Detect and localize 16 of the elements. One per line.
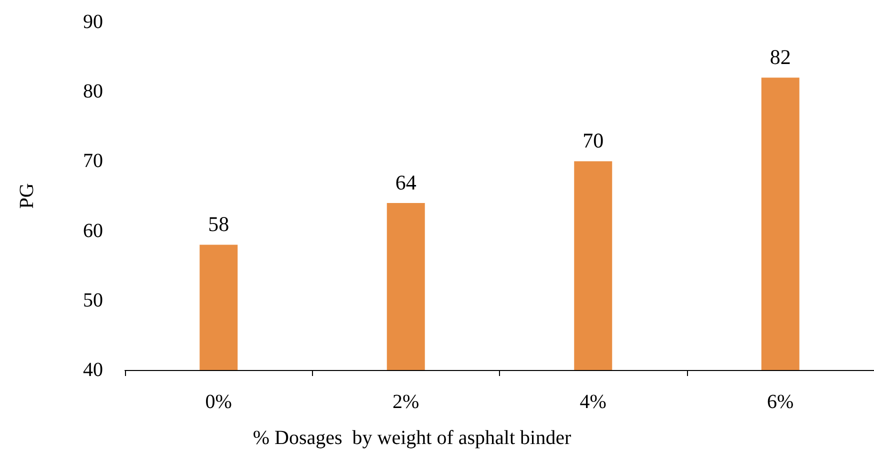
data-label: 82	[770, 45, 791, 70]
data-label: 64	[395, 170, 417, 194]
data-label: 70	[582, 128, 604, 153]
y-tick-label: 60	[83, 220, 103, 242]
y-axis-title: PG	[16, 183, 38, 209]
x-tick-label: 6%	[767, 391, 794, 413]
x-tick-label: 2%	[392, 391, 420, 413]
y-tick-label: 40	[83, 359, 103, 381]
x-tick-label: 0%	[205, 391, 232, 413]
y-tick-label: 90	[83, 11, 103, 33]
y-tick-label: 50	[83, 289, 103, 312]
data-label: 58	[208, 212, 230, 236]
x-axis-title: % Dosages by weight of asphalt binder	[252, 427, 572, 449]
y-tick-label: 80	[83, 80, 103, 103]
x-tick-label: 4%	[580, 391, 606, 413]
y-tick-label: 70	[83, 150, 103, 172]
